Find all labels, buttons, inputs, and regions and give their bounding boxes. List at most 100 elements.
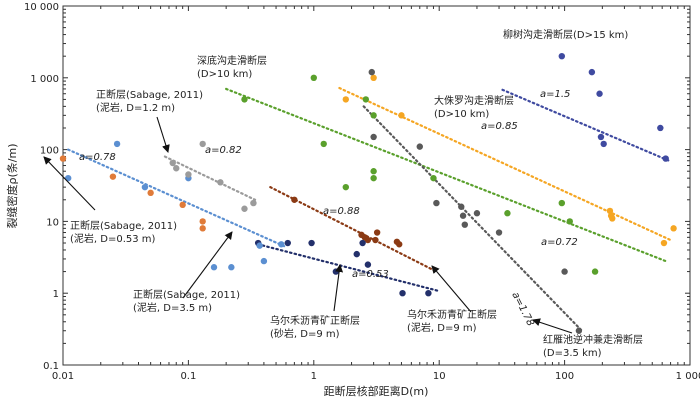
- annotation-line: 柳树沟走滑断层(D>15 km): [503, 28, 628, 41]
- annotation-line: (泥岩, D=3.5 m): [133, 301, 212, 314]
- data-point-2: [342, 183, 350, 191]
- annotation-a5: 正断层(Sabage, 2011) (泥岩, D=0.53 m): [70, 219, 177, 245]
- plot-frame: [62, 5, 691, 366]
- data-point-5: [425, 290, 432, 297]
- data-point-6: [59, 155, 67, 162]
- annotation-line: (泥岩, D=0.53 m): [70, 232, 156, 245]
- data-point-1: [606, 207, 614, 215]
- annotation-arrow-4: [431, 265, 472, 313]
- data-point-7: [113, 140, 121, 148]
- data-point-2: [370, 174, 377, 182]
- data-point-3: [561, 268, 568, 275]
- data-point-3: [575, 327, 583, 334]
- data-point-7: [210, 264, 218, 271]
- y-tick-label: 1 000: [30, 74, 59, 85]
- data-point-5: [364, 261, 372, 268]
- data-point-4: [396, 241, 403, 248]
- y-tick-label: 1: [53, 289, 59, 300]
- annotation-line: 正断层(Sabage, 2011): [70, 219, 177, 232]
- y-tick-label: 100: [40, 146, 59, 157]
- slope-label-2: a=0.72: [541, 237, 578, 248]
- data-point-6: [199, 225, 206, 232]
- data-point-1: [398, 112, 405, 119]
- data-point-3: [433, 199, 440, 207]
- data-points: [59, 52, 677, 334]
- fit-line-8: [163, 155, 257, 201]
- x-tick-label: 1: [311, 371, 317, 382]
- fit-line-2: [225, 87, 667, 263]
- annotation-line: (D>10 km): [434, 109, 489, 120]
- data-point-8: [217, 179, 224, 186]
- annotation-a7: 乌尔禾沥青矿正断层(砂岩, D=9 m): [270, 314, 360, 340]
- data-point-8: [241, 205, 248, 212]
- data-point-2: [320, 140, 327, 148]
- data-point-4: [372, 236, 379, 244]
- data-point-3: [473, 210, 481, 217]
- y-tick-label: 10: [46, 217, 59, 228]
- y-tick-label: 10 000: [24, 2, 59, 13]
- data-point-5: [399, 290, 406, 297]
- data-point-6: [179, 201, 186, 209]
- annotation-arrow-1: [43, 156, 96, 211]
- data-point-2: [241, 96, 248, 103]
- slope-label-8: a=0.82: [205, 145, 242, 156]
- annotation-line: (D>10 km): [197, 69, 252, 80]
- data-point-1: [670, 225, 677, 232]
- data-point-1: [370, 74, 377, 82]
- data-point-3: [461, 221, 468, 228]
- data-point-4: [373, 229, 381, 236]
- data-point-2: [310, 74, 317, 82]
- data-point-2: [370, 168, 377, 175]
- data-point-0: [588, 68, 596, 76]
- annotation-line: (泥岩, D=9 m): [407, 321, 477, 334]
- data-point-2: [370, 112, 377, 119]
- data-point-1: [342, 96, 350, 103]
- data-point-5: [353, 250, 360, 258]
- data-point-8: [250, 199, 257, 207]
- annotation-line: (D=3.5 km): [543, 348, 602, 359]
- slope-label-3: a=1.78: [509, 290, 535, 328]
- fit-line-1: [338, 86, 672, 242]
- data-point-5: [284, 239, 291, 247]
- data-point-0: [657, 124, 664, 132]
- data-point-5: [359, 239, 366, 247]
- y-axis-title: 裂缝密度ρ(条/m): [5, 144, 19, 229]
- data-point-1: [660, 239, 668, 247]
- annotation-arrow-0: [156, 116, 170, 153]
- data-point-7: [278, 241, 285, 248]
- slope-label-7: a=0.78: [79, 152, 116, 163]
- data-point-2: [558, 199, 566, 207]
- data-point-8: [185, 171, 192, 178]
- y-tick-label: 0.1: [43, 361, 59, 372]
- slope-label-1: a=0.85: [481, 121, 518, 132]
- annotation-line: 正断层(Sabage, 2011): [133, 288, 240, 301]
- annotation-line: 大侏罗沟走滑断层: [434, 94, 514, 107]
- annotations: 柳树沟走滑断层(D>15 km)深底沟走滑断层(D>10 km)大侏罗沟走滑断层…: [70, 28, 643, 359]
- fit-line-3: [362, 105, 585, 333]
- x-tick-labels: 0.01 0.1 1 10 100 1 000: [52, 371, 700, 382]
- data-point-0: [596, 90, 603, 97]
- annotation-arrow-5: [532, 318, 573, 334]
- data-point-7: [141, 183, 149, 191]
- annotation-a4: 正断层(Sabage, 2011) (泥岩, D=1.2 m): [96, 88, 203, 114]
- x-tick-label: 0.1: [180, 371, 196, 382]
- slope-label-4: a=0.88: [323, 206, 360, 217]
- data-point-3: [416, 143, 423, 150]
- x-axis-title: 距断层核部距离D(m): [324, 384, 429, 398]
- data-point-4: [364, 236, 372, 244]
- x-tick-label: 0.01: [52, 371, 74, 382]
- x-tick-label: 100: [555, 371, 574, 382]
- data-point-4: [291, 196, 298, 203]
- y-tick-labels: 0.1 1 10 100 1 000 10 000: [24, 2, 59, 372]
- data-point-3: [495, 229, 503, 236]
- data-point-8: [199, 140, 206, 148]
- slope-label-5: a=0.53: [352, 269, 389, 280]
- annotation-a6: 正断层(Sabage, 2011) (泥岩, D=3.5 m): [133, 288, 240, 314]
- data-point-2: [566, 218, 573, 225]
- annotation-line: 深底沟走滑断层: [197, 54, 267, 67]
- data-point-7: [228, 264, 235, 271]
- data-point-3: [459, 212, 467, 219]
- fit-line-0: [501, 88, 671, 162]
- annotation-a3: 大侏罗沟走滑断层 (D>10 km): [434, 94, 514, 120]
